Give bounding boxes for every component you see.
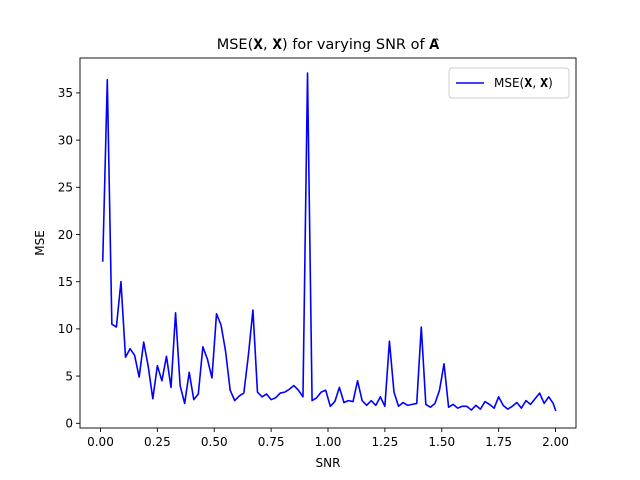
x-axis: 0.00 0.25 0.50 0.75 1.00 1.25 1.50 1.75 2.00 [87,428,569,449]
chart-title: MSE(𝐗, 𝐗̂) for varying SNR of 𝐀̂ [217,37,440,53]
y-tick-label: 0 [65,417,73,431]
x-tick-label: 2.00 [542,435,569,449]
y-tick-label: 10 [58,322,73,336]
y-axis-label: MSE [33,230,47,256]
x-tick-label: 1.00 [315,435,342,449]
x-tick-label: 1.25 [372,435,399,449]
x-tick-label: 1.50 [428,435,455,449]
y-axis: 0 5 10 15 20 25 30 35 [58,86,80,431]
y-tick-label: 20 [58,228,73,242]
y-tick-label: 25 [58,181,73,195]
x-tick-label: 0.25 [144,435,171,449]
legend-box [448,67,570,99]
legend-entry-label: MSE(𝐗, 𝐗̂) [494,76,553,90]
axes-frame [79,57,577,429]
y-tick-label: 5 [65,369,73,383]
series-line-mse [101,72,557,412]
plot-area [101,72,557,412]
y-tick-label: 35 [58,86,73,100]
x-tick-label: 0.00 [87,435,114,449]
y-tick-label: 15 [58,275,73,289]
y-tick-label: 30 [58,133,73,147]
legend: MSE(𝐗, 𝐗̂) [448,67,570,99]
x-tick-label: 0.50 [201,435,228,449]
x-axis-label: SNR [316,456,341,470]
x-tick-label: 0.75 [258,435,285,449]
x-tick-label: 1.75 [485,435,512,449]
